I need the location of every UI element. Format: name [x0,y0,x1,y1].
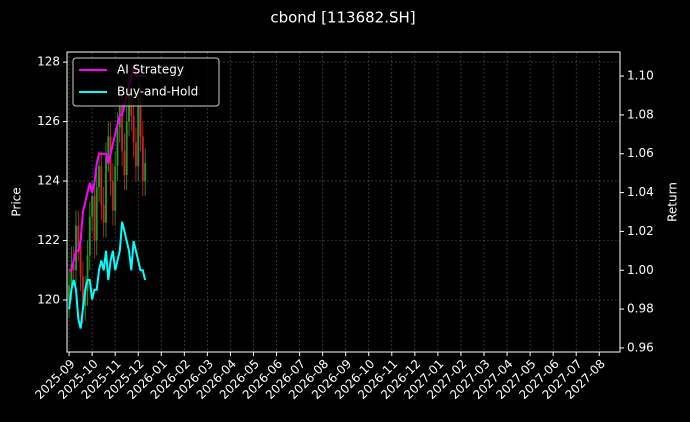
y-tick-label: 126 [37,114,60,128]
legend: AI Strategy Buy-and-Hold [72,57,220,107]
y2-tick-label: 0.96 [627,340,654,354]
y-tick-label: 128 [37,55,60,69]
chart-title: cbond [113682.SH] [270,9,415,27]
candle-body [84,291,87,306]
y-axis-label: Price [10,187,24,216]
y-tick-label: 122 [37,233,60,247]
candle-body [95,186,98,241]
y2-tick-label: 1.04 [627,185,654,199]
y2-tick-label: 1.10 [627,69,654,83]
y-tick-label: 120 [37,292,60,306]
candle-body [81,276,84,306]
candle-body [70,264,73,286]
plot-frame [66,51,621,353]
y-tick-label: 124 [37,174,60,188]
candle-body [109,136,112,182]
candle-body [79,246,82,277]
candle-body [128,91,131,122]
candle-body [74,225,77,271]
candle-body [77,225,80,247]
candle-body [68,285,71,300]
y2-tick-label: 1.06 [627,146,654,160]
candle-body [91,195,94,217]
candle-body [88,216,91,256]
candle-body [93,195,96,241]
legend-label: AI Strategy [117,63,184,77]
series-line [68,221,147,329]
candle-body [116,127,119,167]
candle-body [141,136,144,182]
candle-body [72,264,75,271]
y2-tick-label: 1.00 [627,263,654,277]
y2-axis-label: Return [666,182,680,222]
candle-body [123,151,126,176]
candle-body [121,106,124,152]
candle-body [98,166,101,187]
candle-body [114,166,117,211]
candle-body [132,115,135,143]
candle-body [125,121,128,176]
candle-body [104,157,107,223]
candle-body [107,136,110,158]
candle-body [86,255,89,292]
y2-tick-label: 1.08 [627,107,654,121]
candle-body [100,166,103,205]
candle-body [144,163,147,182]
candle-body [102,204,105,223]
candle-body [139,97,142,137]
y2-tick-label: 1.02 [627,224,654,238]
candle-body [137,97,140,167]
candle-body [111,181,114,211]
y2-tick-label: 0.98 [627,302,654,316]
legend-box [72,57,220,107]
candle-body [134,142,137,167]
legend-label: Buy-and-Hold [117,85,198,99]
